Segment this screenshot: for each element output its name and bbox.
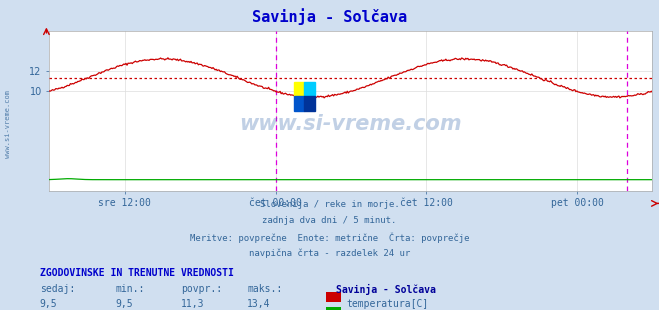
Text: sedaj:: sedaj: [40,284,74,294]
Text: www.si-vreme.com: www.si-vreme.com [5,90,11,158]
Text: ZGODOVINSKE IN TRENUTNE VREDNOSTI: ZGODOVINSKE IN TRENUTNE VREDNOSTI [40,268,233,278]
Text: www.si-vreme.com: www.si-vreme.com [240,113,462,134]
Text: povpr.:: povpr.: [181,284,222,294]
Text: navpična črta - razdelek 24 ur: navpična črta - razdelek 24 ur [249,248,410,258]
Text: Meritve: povprečne  Enote: metrične  Črta: povprečje: Meritve: povprečne Enote: metrične Črta:… [190,232,469,243]
Bar [304,96,315,111]
Bar [294,96,304,111]
Text: 11,3: 11,3 [181,299,205,309]
Text: maks.:: maks.: [247,284,282,294]
Text: Slovenija / reke in morje.: Slovenija / reke in morje. [260,200,399,209]
Text: min.:: min.: [115,284,145,294]
Text: 9,5: 9,5 [115,299,133,309]
Text: 9,5: 9,5 [40,299,57,309]
Text: 13,4: 13,4 [247,299,271,309]
Bar [304,82,315,96]
Bar [294,82,304,96]
Text: zadnja dva dni / 5 minut.: zadnja dva dni / 5 minut. [262,216,397,225]
Text: Savinja - Solčava: Savinja - Solčava [252,8,407,24]
Text: temperatura[C]: temperatura[C] [346,299,428,309]
Text: Savinja - Solčava: Savinja - Solčava [336,284,436,295]
